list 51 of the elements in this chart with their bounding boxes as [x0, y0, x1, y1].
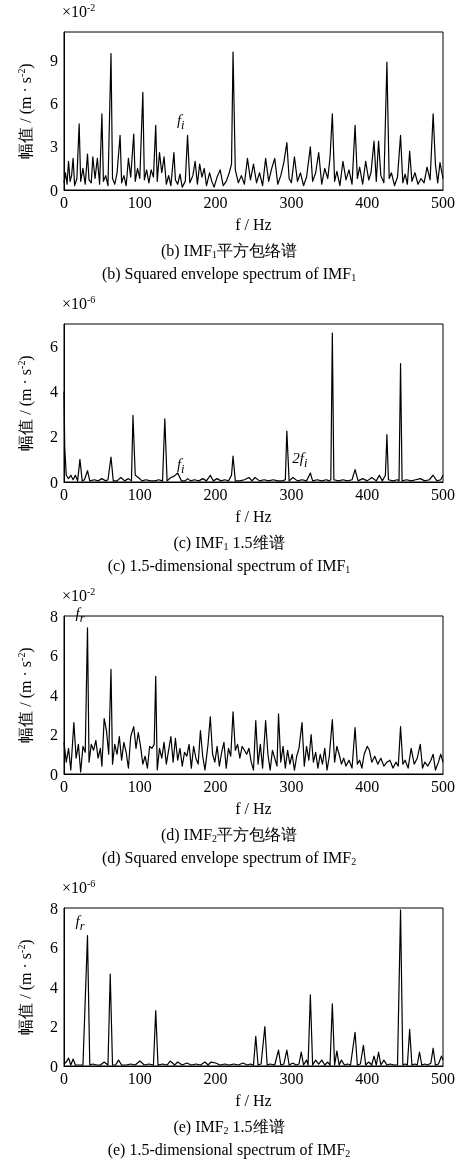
x-tick-label: 400 — [355, 193, 380, 211]
y-tick-label: 9 — [50, 52, 58, 70]
x-axis-title: f / Hz — [235, 215, 272, 233]
annotation: 2f$_{i}$ — [292, 448, 308, 472]
y-tick-label: 6 — [50, 338, 58, 356]
y-tick-label: 0 — [50, 181, 58, 199]
y-tick-label: 6 — [50, 939, 58, 956]
x-tick-label: 200 — [203, 777, 228, 795]
y-tick-label: 0 — [50, 473, 58, 491]
y-tick-label: 2 — [50, 726, 58, 743]
y-tick-label: 4 — [50, 686, 58, 704]
y-axis-title: 幅值 / (m · s-2) — [15, 939, 35, 1035]
x-tick-label: 400 — [355, 1069, 380, 1087]
y-tick-label: 4 — [50, 383, 58, 401]
y-tick-label: 4 — [50, 978, 58, 996]
y-tick-label: 8 — [50, 899, 58, 917]
x-tick-label: 100 — [127, 485, 152, 503]
x-tick-label: 300 — [279, 1069, 304, 1087]
x-tick-label: 100 — [127, 777, 152, 795]
x-tick-label: 500 — [431, 1069, 455, 1087]
x-tick-label: 300 — [279, 777, 304, 795]
x-tick-label: 500 — [431, 485, 455, 503]
x-axis-title: f / Hz — [235, 1091, 272, 1109]
x-tick-label: 400 — [355, 777, 380, 795]
annotation: f$_{i}$ — [176, 111, 185, 135]
x-tick-label: 100 — [127, 1069, 152, 1087]
y-tick-label: 2 — [50, 428, 58, 446]
x-tick-label: 100 — [127, 193, 152, 211]
x-tick-label: 200 — [203, 1069, 228, 1087]
y-axis-title: 幅值 / (m · s-2) — [15, 63, 35, 159]
y-tick-label: 8 — [50, 607, 58, 625]
x-tick-label: 300 — [279, 193, 304, 211]
x-tick-label: 500 — [431, 193, 455, 211]
x-axis-title: f / Hz — [235, 799, 272, 817]
y-tick-label: 6 — [50, 647, 58, 664]
x-tick-label: 200 — [203, 485, 228, 503]
annotation: f$_{r}$ — [75, 911, 85, 935]
x-tick-label: 300 — [279, 485, 304, 503]
y-axis-title: 幅值 / (m · s-2) — [15, 647, 35, 743]
y-tick-label: 0 — [50, 765, 58, 783]
annotation: f$_{i}$ — [176, 454, 185, 478]
y-tick-label: 2 — [50, 1018, 58, 1035]
y-axis-title: 幅值 / (m · s-2) — [15, 355, 35, 451]
y-tick-label: 6 — [50, 95, 58, 113]
x-tick-label: 500 — [431, 777, 455, 795]
x-tick-label: 400 — [355, 485, 380, 503]
annotation: f$_{r}$ — [75, 603, 85, 627]
y-tick-label: 0 — [50, 1057, 58, 1075]
y-tick-label: 3 — [50, 138, 58, 156]
x-axis-title: f / Hz — [235, 507, 272, 525]
x-tick-label: 200 — [203, 193, 228, 211]
